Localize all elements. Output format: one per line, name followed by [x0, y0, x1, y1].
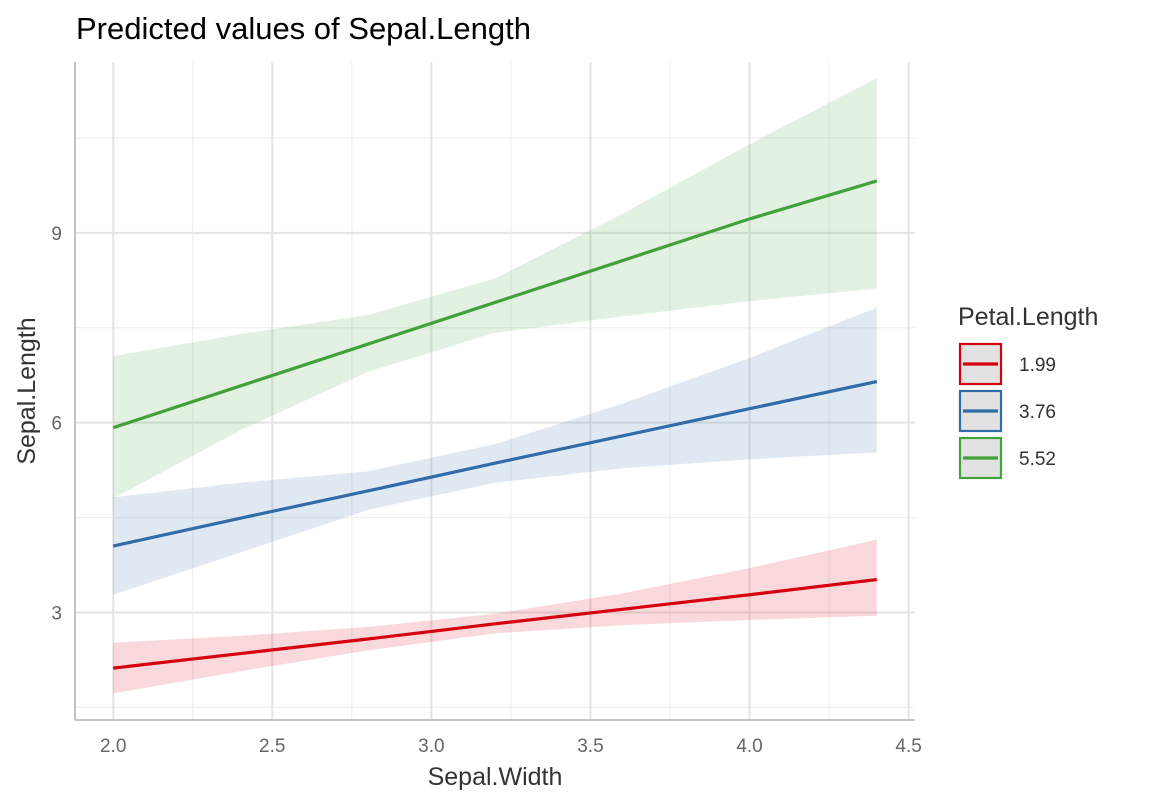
legend-label: 1.99 — [1019, 355, 1056, 376]
x-axis-title: Sepal.Width — [428, 763, 563, 791]
x-tick-label: 2.5 — [259, 736, 285, 757]
x-tick-label: 4.5 — [895, 736, 921, 757]
series-line — [112, 179, 878, 430]
series-line — [112, 577, 878, 670]
confidence-band — [113, 77, 877, 499]
y-axis-title: Sepal.Length — [13, 317, 41, 464]
x-tick-label: 4.0 — [736, 736, 762, 757]
confidence-band — [113, 307, 877, 595]
legend-label: 3.76 — [1019, 402, 1056, 423]
x-tick-label: 3.0 — [418, 736, 444, 757]
series-lines — [112, 179, 878, 670]
y-tick-label: 3 — [51, 603, 62, 624]
legend-item: 5.52 — [958, 436, 1056, 480]
grid — [75, 62, 915, 720]
chart-title: Predicted values of Sepal.Length — [76, 11, 531, 46]
legend-title: Petal.Length — [958, 303, 1098, 331]
x-tick-label: 2.0 — [100, 736, 126, 757]
y-axis-ticks: 3 6 9 — [51, 224, 62, 625]
x-tick-label: 3.5 — [577, 736, 603, 757]
y-tick-label: 6 — [51, 414, 62, 435]
legend-item: 3.76 — [958, 389, 1056, 433]
legend-items: 1.99 3.76 5.52 — [958, 342, 1056, 480]
legend-item: 1.99 — [958, 342, 1056, 386]
x-axis-ticks: 2.0 2.5 3.0 3.5 4.0 4.5 — [100, 736, 922, 757]
confidence-bands — [113, 77, 877, 694]
series-line — [112, 379, 878, 548]
legend-label: 5.52 — [1019, 449, 1056, 470]
legend: Petal.Length 1.99 3.76 5.52 — [958, 303, 1098, 480]
y-tick-label: 9 — [51, 224, 62, 245]
confidence-band — [113, 539, 877, 694]
